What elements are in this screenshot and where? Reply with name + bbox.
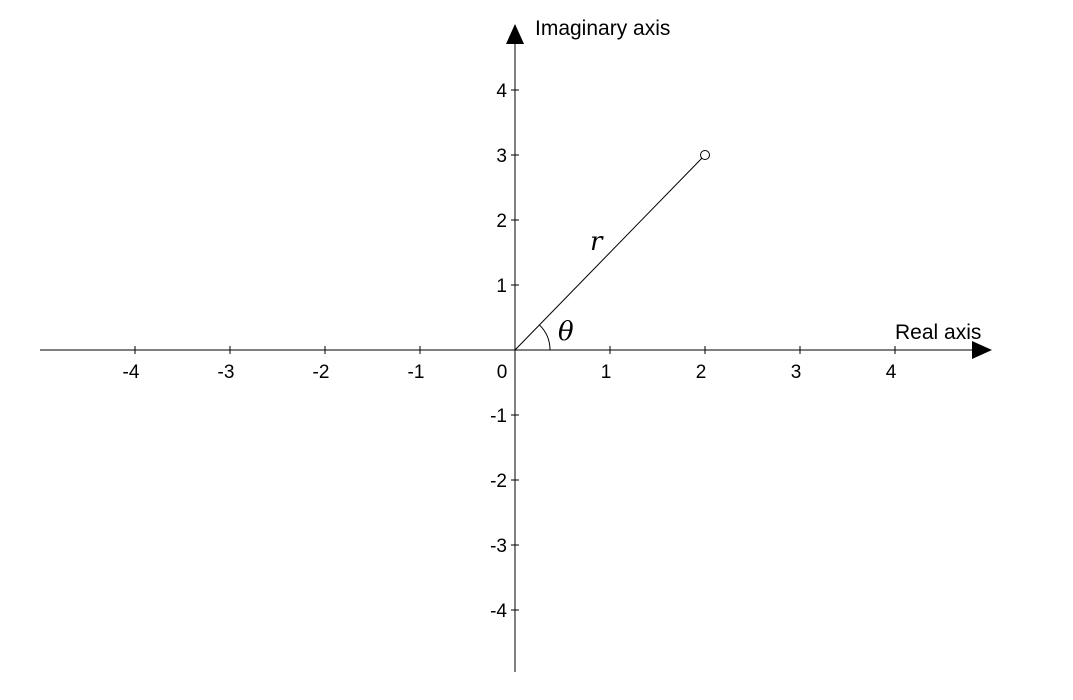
angle-label: θ <box>558 317 574 347</box>
x-tick-label: -3 <box>218 362 235 383</box>
x-tick-label: 2 <box>696 362 707 383</box>
y-tick-label: 3 <box>496 146 507 167</box>
x-tick-label: -4 <box>123 362 140 383</box>
y-tick-label: -4 <box>490 601 507 622</box>
y-axis-ticks: 4 3 2 1 -1 -2 -3 -4 <box>490 81 519 622</box>
real-axis-arrowhead <box>972 341 992 359</box>
complex-point-marker <box>700 150 710 160</box>
x-axis-ticks: -4 -3 -2 -1 1 2 3 4 <box>123 346 897 383</box>
x-tick-label: 4 <box>886 362 897 383</box>
x-tick-label: -2 <box>313 362 330 383</box>
x-tick-label: -1 <box>408 362 425 383</box>
y-tick-label: -1 <box>490 406 507 427</box>
y-tick-label: -2 <box>490 471 507 492</box>
y-tick-label: 4 <box>496 81 507 102</box>
imaginary-axis-arrowhead <box>506 24 524 44</box>
x-tick-label: 1 <box>601 362 612 383</box>
y-tick-label: 1 <box>496 276 507 297</box>
imaginary-axis-title: Imaginary axis <box>535 17 670 40</box>
angle-arc <box>539 324 551 351</box>
y-tick-label: -3 <box>490 536 507 557</box>
y-tick-label: 2 <box>496 211 507 232</box>
x-tick-label: 3 <box>791 362 802 383</box>
radius-label: r <box>590 227 604 257</box>
origin-label: 0 <box>497 362 508 383</box>
radius-vector <box>514 154 706 351</box>
real-axis-title: Real axis <box>895 321 981 344</box>
